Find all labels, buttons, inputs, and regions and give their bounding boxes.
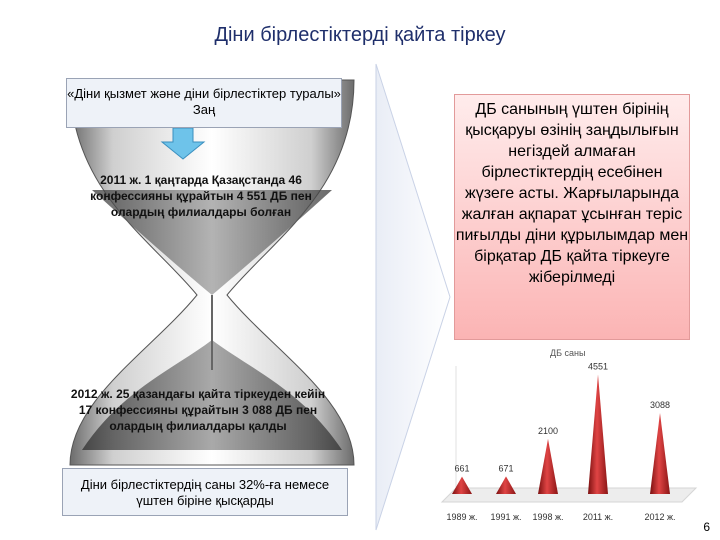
summary-box: Діни бірлестіктердің саны 32%-ға немесе … <box>62 468 348 516</box>
chart-bar-4 <box>650 412 670 494</box>
chart-value-label-2: 2100 <box>538 426 558 436</box>
hourglass-text-2012: 2012 ж. 25 қазандағы қайта тіркеуден кей… <box>70 387 326 433</box>
arrow-down-icon <box>160 128 206 160</box>
chart-value-label-4: 3088 <box>650 400 670 410</box>
chart-bar-2 <box>538 438 558 494</box>
chart-title: ДБ саны <box>550 348 585 358</box>
hourglass-text-2011: 2011 ж. 1 қаңтарда Қазақстанда 46 конфес… <box>90 173 312 219</box>
chart-bar-1 <box>496 476 516 494</box>
chart-bar-0 <box>452 476 472 494</box>
db-count-chart: ДБ саны 661 1989 ж. 671 1991 ж. 2100 1998 ж. 4… <box>440 348 698 522</box>
chart-category-label-3: 2011 ж. <box>583 512 613 522</box>
law-box: «Діни қызмет және діни бірлестіктер тура… <box>66 78 342 128</box>
page-title: Діни бірлестіктерді қайта тіркеу <box>214 24 506 46</box>
chevron-right-icon <box>375 63 451 531</box>
chart-category-label-0: 1989 ж. <box>446 512 477 522</box>
chart-value-label-3: 4551 <box>588 362 608 372</box>
chart-category-label-1: 1991 ж. <box>490 512 521 522</box>
chart-bar-3 <box>588 374 608 494</box>
chart-value-label-1: 671 <box>498 463 513 473</box>
page-number: 6 <box>703 520 710 534</box>
chart-category-label-4: 2012 ж. <box>644 512 675 522</box>
hourglass-graphic <box>69 79 355 466</box>
chart-value-label-0: 661 <box>454 464 469 474</box>
chart-category-label-2: 1998 ж. <box>532 512 563 522</box>
explanation-box: ДБ санының үштен бірінің қысқаруы өзінің… <box>454 94 690 340</box>
